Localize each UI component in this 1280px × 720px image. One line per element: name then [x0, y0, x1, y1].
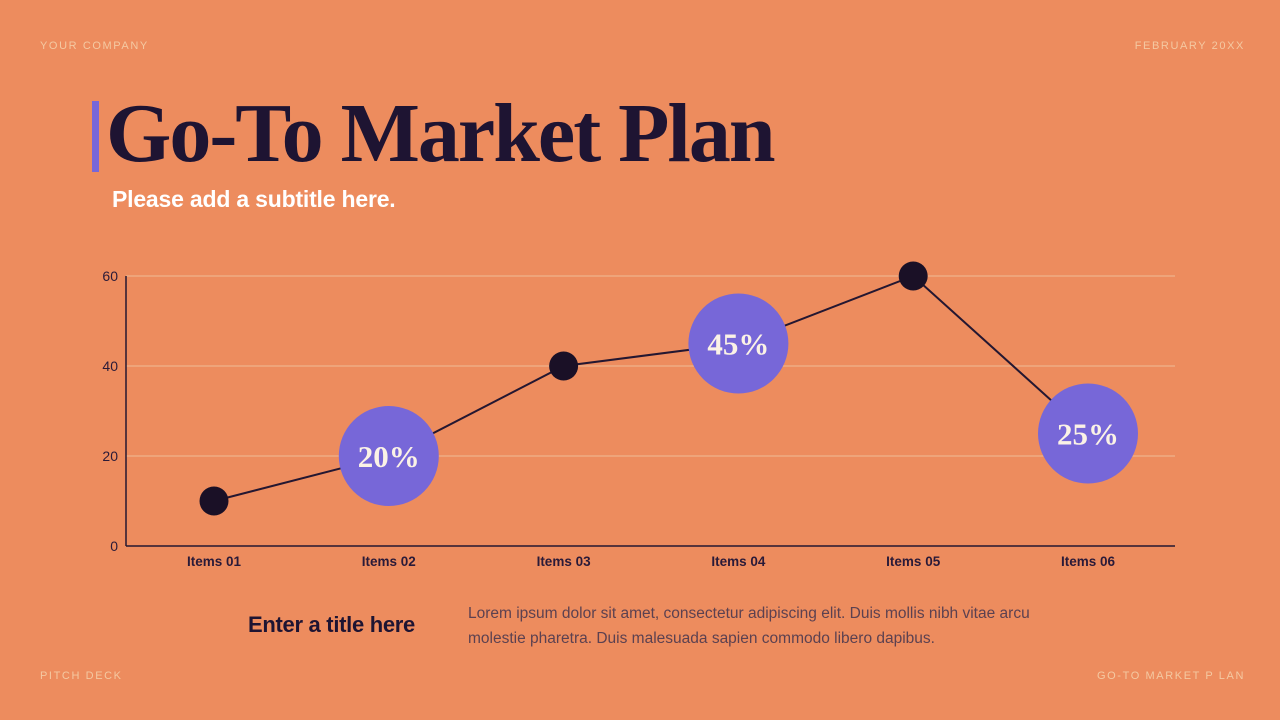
footer-slide-label: GO-TO MARKET P LAN	[1097, 670, 1245, 682]
y-tick-label: 0	[110, 538, 118, 554]
x-tick-label: Items 01	[187, 554, 242, 569]
data-point-bubble	[688, 293, 789, 394]
page-title: Go-To Market Plan	[106, 87, 776, 180]
footer-deck-label: PITCH DECK	[40, 670, 123, 682]
bottom-section-body: Lorem ipsum dolor sit amet, consectetur …	[468, 605, 1030, 647]
title-accent-bar	[92, 101, 99, 172]
bubble-value-label: 25%	[1057, 417, 1119, 452]
data-point-dot	[898, 261, 928, 291]
x-tick-label: Items 04	[711, 554, 766, 569]
x-tick-label: Items 06	[1061, 554, 1116, 569]
data-point-bubble	[1038, 383, 1138, 484]
y-tick-label: 60	[102, 268, 118, 284]
x-tick-label: Items 03	[537, 554, 592, 569]
company-name: YOUR COMPANY	[40, 40, 149, 52]
bubble-value-label: 20%	[358, 439, 420, 474]
x-tick-label: Items 02	[362, 554, 416, 569]
y-tick-label: 40	[102, 358, 118, 374]
page-subtitle: Please add a subtitle here.	[112, 186, 396, 212]
slide-date: FEBRUARY 20XX	[1134, 40, 1245, 52]
x-tick-label: Items 05	[886, 554, 941, 569]
bottom-section-heading: Enter a title here	[248, 612, 415, 637]
y-tick-label: 20	[102, 448, 118, 464]
data-point-bubble	[338, 406, 439, 506]
data-point-dot	[549, 351, 579, 381]
data-point-dot	[199, 486, 229, 516]
bubble-value-label: 45%	[707, 327, 769, 362]
